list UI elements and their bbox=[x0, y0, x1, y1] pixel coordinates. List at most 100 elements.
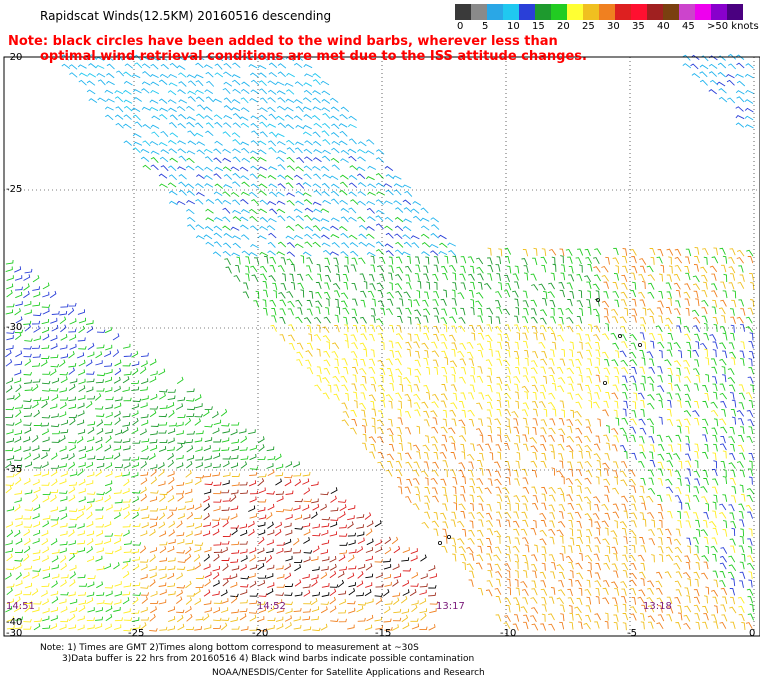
wind-barb bbox=[150, 445, 158, 452]
wind-barb bbox=[149, 508, 159, 512]
wind-barb bbox=[149, 565, 157, 572]
wind-barb bbox=[122, 498, 131, 503]
wind-barb bbox=[640, 621, 645, 630]
wind-barb bbox=[541, 597, 547, 605]
wind-barb bbox=[297, 307, 303, 315]
wind-barb bbox=[59, 547, 67, 554]
wind-barb bbox=[104, 623, 112, 630]
wind-barb bbox=[578, 308, 584, 317]
wind-barb bbox=[398, 400, 402, 409]
wind-barb bbox=[329, 175, 339, 180]
wind-barb bbox=[270, 324, 277, 332]
wind-barb bbox=[303, 125, 312, 130]
wind-barb bbox=[595, 314, 601, 323]
wind-barb bbox=[531, 554, 538, 562]
wind-barb bbox=[239, 166, 249, 172]
wind-barb bbox=[413, 215, 422, 222]
wind-barb bbox=[114, 367, 122, 376]
wind-barb bbox=[685, 400, 692, 408]
wind-barb bbox=[647, 487, 656, 495]
wind-barb bbox=[149, 522, 158, 529]
wind-barb bbox=[123, 80, 133, 86]
wind-barb bbox=[276, 584, 286, 588]
wind-barb bbox=[267, 241, 276, 248]
wind-barb bbox=[512, 545, 520, 553]
wind-barb bbox=[122, 523, 131, 528]
wind-barb bbox=[167, 511, 174, 520]
wind-barb bbox=[78, 79, 87, 86]
wind-barb bbox=[540, 366, 547, 374]
wind-barb bbox=[295, 215, 304, 221]
wind-barb bbox=[746, 488, 755, 495]
wind-barb bbox=[68, 461, 76, 470]
wind-barb bbox=[113, 507, 122, 512]
wind-barb bbox=[50, 388, 59, 392]
wind-barb bbox=[747, 255, 754, 264]
wind-barb bbox=[266, 548, 274, 554]
wind-barb bbox=[338, 123, 348, 128]
wind-barb bbox=[122, 597, 130, 605]
wind-barb bbox=[167, 546, 175, 553]
wind-barb bbox=[123, 617, 133, 621]
wind-barb bbox=[458, 462, 466, 470]
wind-barb bbox=[286, 72, 295, 78]
wind-barb bbox=[683, 359, 690, 367]
wind-barb bbox=[559, 400, 565, 409]
wind-barb bbox=[489, 451, 494, 461]
wind-barb bbox=[321, 592, 330, 597]
wind-barb bbox=[675, 487, 682, 495]
wind-barb bbox=[250, 122, 259, 129]
wind-barb bbox=[204, 423, 213, 428]
wind-barb bbox=[158, 98, 168, 104]
wind-barb bbox=[95, 496, 103, 502]
wind-barb bbox=[640, 578, 645, 587]
wind-barb bbox=[595, 476, 600, 485]
wind-barb bbox=[433, 325, 440, 333]
wind-barb bbox=[86, 320, 94, 325]
wind-barb bbox=[377, 384, 385, 392]
wind-barb bbox=[23, 446, 31, 452]
wind-barb bbox=[468, 358, 475, 367]
wind-barb bbox=[5, 521, 14, 528]
wind-barb bbox=[141, 378, 149, 385]
wind-barb bbox=[750, 282, 755, 291]
wind-barb bbox=[239, 608, 248, 613]
wind-barb bbox=[576, 536, 584, 544]
wind-barb bbox=[60, 470, 68, 477]
wind-barb bbox=[42, 615, 50, 622]
wind-barb bbox=[375, 182, 385, 188]
wind-barb bbox=[69, 508, 78, 512]
wind-barb bbox=[593, 553, 600, 561]
wind-barb bbox=[506, 418, 510, 427]
wind-barb bbox=[666, 537, 672, 545]
wind-barb bbox=[231, 99, 241, 104]
wind-barb bbox=[33, 529, 41, 536]
wind-barb bbox=[476, 266, 484, 274]
wind-barb bbox=[68, 540, 76, 546]
wind-barb bbox=[666, 418, 674, 426]
wind-barb bbox=[212, 427, 220, 435]
wind-barb bbox=[487, 434, 493, 443]
wind-barb bbox=[322, 326, 330, 333]
wind-barb bbox=[384, 165, 394, 171]
wind-barb bbox=[414, 409, 421, 417]
wind-barb bbox=[60, 324, 67, 333]
wind-barb bbox=[504, 495, 511, 503]
wind-barb bbox=[710, 358, 717, 366]
wind-barb bbox=[347, 572, 355, 580]
wind-barb bbox=[262, 281, 268, 289]
wind-barb bbox=[41, 344, 50, 350]
wind-barb bbox=[121, 426, 129, 434]
wind-barb bbox=[377, 265, 385, 272]
wind-barb bbox=[176, 614, 184, 623]
wind-barb bbox=[470, 307, 475, 316]
wind-barb bbox=[746, 249, 754, 257]
wind-barb bbox=[735, 115, 745, 120]
wind-barb bbox=[195, 122, 204, 129]
wind-barb bbox=[321, 98, 331, 104]
wind-barb bbox=[331, 242, 340, 248]
wind-barb bbox=[33, 335, 41, 342]
wind-barb bbox=[505, 554, 511, 562]
wind-barb bbox=[297, 282, 305, 290]
wind-barb bbox=[560, 493, 566, 502]
